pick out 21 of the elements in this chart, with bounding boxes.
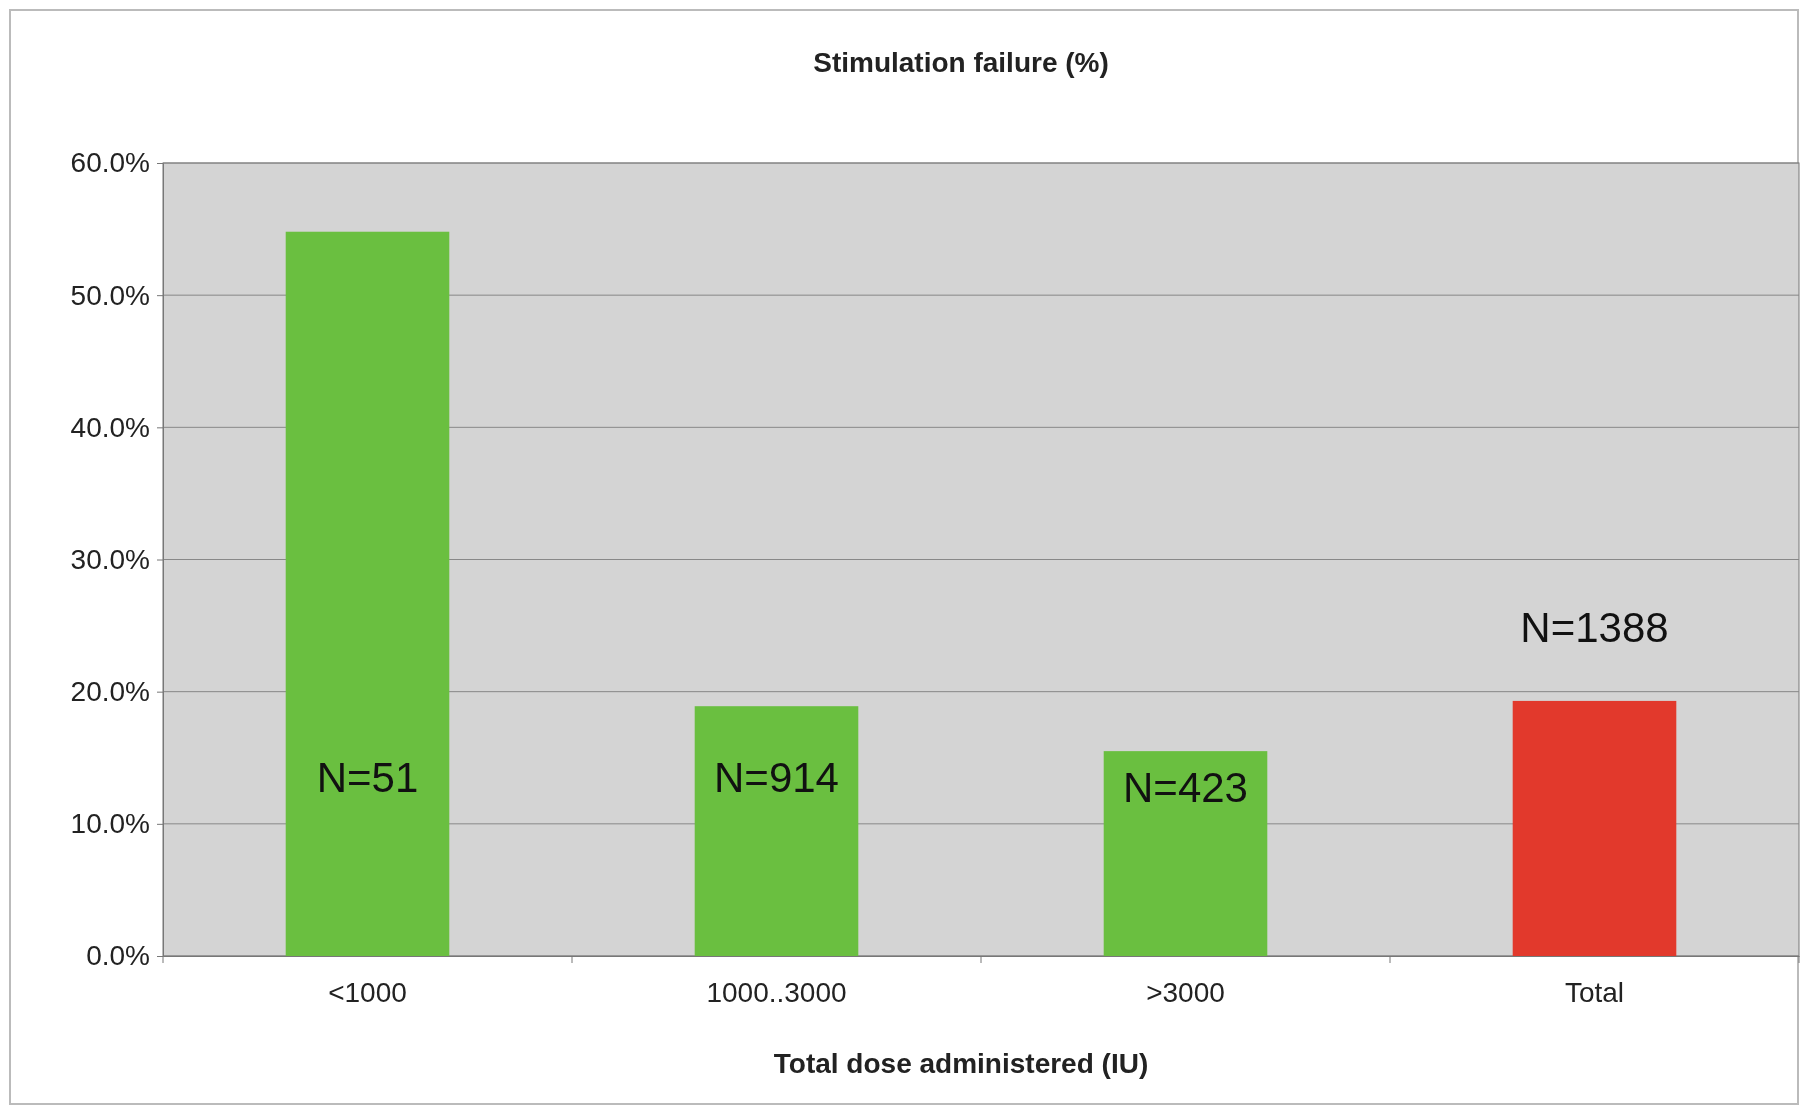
bar (694, 706, 859, 956)
x-axis-title: Total dose administered (IU) (773, 1048, 1149, 1079)
bar (285, 231, 450, 956)
y-tick-label: 40.0% (70, 411, 150, 443)
annotation: N=51 (316, 754, 419, 802)
y-tick-label: 0.0% (86, 940, 150, 972)
y-tick-label: 30.0% (70, 543, 150, 575)
y-tick-label: 10.0% (70, 808, 150, 840)
x-tick-label: >3000 (1146, 976, 1225, 1008)
y-tick-label: 50.0% (70, 279, 150, 311)
annotation: N=914 (714, 754, 839, 802)
x-tick-label: Total (1564, 976, 1625, 1008)
bar (1512, 700, 1677, 956)
y-tick-label: 20.0% (70, 676, 150, 708)
annotation: N=423 (1123, 764, 1248, 812)
bar (1103, 751, 1268, 956)
annotation: N=1388 (1520, 604, 1669, 652)
x-tick-label: <1000 (328, 976, 407, 1008)
chart-title: Stimulation failure (%) (813, 47, 1109, 78)
y-tick-label: 60.0% (70, 147, 150, 179)
x-tick-label: 1000..3000 (706, 976, 847, 1008)
